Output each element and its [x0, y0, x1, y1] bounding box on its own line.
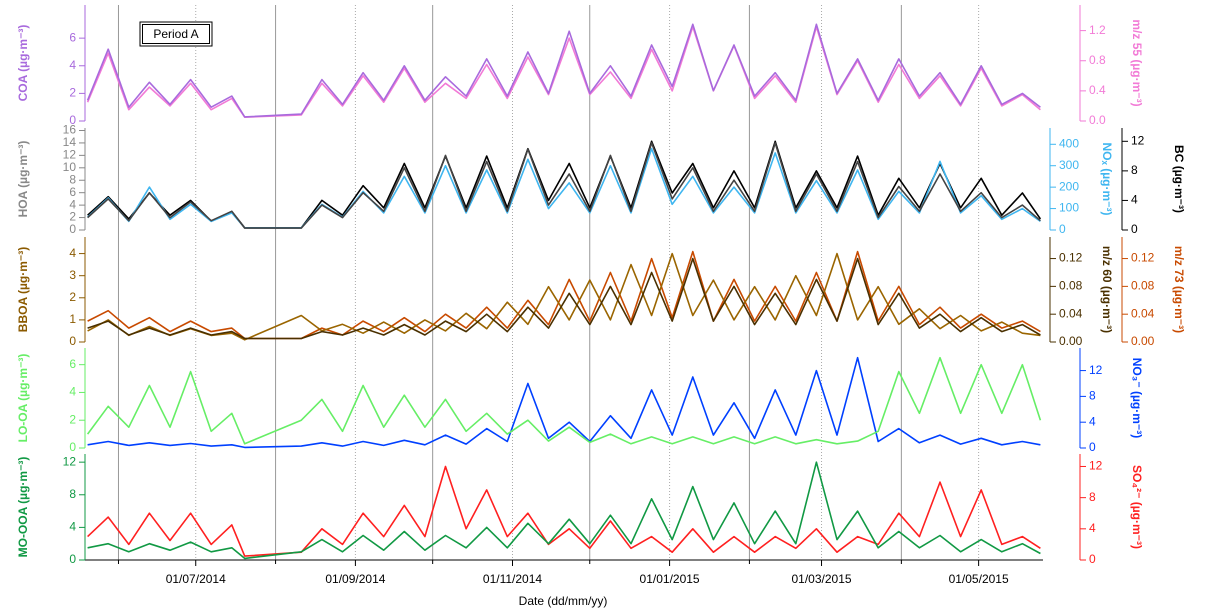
series-line [86, 23, 1041, 118]
y-tick-label: 2 [69, 86, 76, 100]
y-tick-label: 4 [69, 246, 76, 260]
y-axis-label: NOₓ (µg·m⁻³) [1100, 143, 1114, 216]
y-tick-label: 0.12 [1059, 251, 1083, 265]
y-tick-label: 0.4 [1089, 83, 1106, 97]
y-tick-label: 4 [1089, 414, 1096, 428]
series-line [87, 461, 1041, 560]
y-tick-label: 2 [69, 210, 76, 224]
y-tick-label: 0 [1131, 222, 1138, 236]
y-tick-label: 300 [1059, 158, 1079, 172]
y-tick-label: 0.00 [1059, 334, 1083, 348]
y-axis-label: HOA (µg·m⁻³) [16, 141, 30, 218]
y-tick-label: 100 [1059, 201, 1079, 215]
annotation: Period A [153, 27, 198, 41]
series-line [87, 465, 1041, 557]
series-line [86, 356, 1042, 445]
y-tick-label: 0.00 [1131, 334, 1155, 348]
y-tick-label: 1 [69, 312, 76, 326]
y-tick-label: 8 [1089, 490, 1096, 504]
y-tick-label: 6 [69, 30, 76, 44]
y-tick-label: 10 [63, 160, 77, 174]
y-tick-label: 0 [69, 334, 76, 348]
y-tick-label: 3 [69, 268, 76, 282]
y-tick-label: 4 [69, 197, 76, 211]
y-tick-label: 4 [69, 520, 76, 534]
annotation-box-inner [142, 24, 210, 44]
y-tick-label: 6 [69, 357, 76, 371]
y-tick-label: 4 [1131, 193, 1138, 207]
y-tick-label: 0.04 [1131, 306, 1155, 320]
y-tick-label: 4 [1089, 521, 1096, 535]
y-tick-label: 2 [69, 290, 76, 304]
x-tick-label: 01/01/2015 [640, 572, 700, 586]
x-tick-label: 01/03/2015 [791, 572, 851, 586]
y-axis-label: NO₃⁻ (µg·m⁻³) [1130, 358, 1144, 438]
y-axis-label: m/z 60 (µg·m⁻³) [1100, 246, 1114, 333]
x-tick-label: 01/09/2014 [325, 572, 385, 586]
x-axis-label: Date (dd/mm/yy) [519, 594, 608, 608]
y-tick-label: 0 [1089, 552, 1096, 566]
y-tick-label: 0 [1059, 222, 1066, 236]
series-line [86, 26, 1041, 118]
y-tick-label: 0 [69, 222, 76, 236]
y-tick-label: 8 [69, 487, 76, 501]
grid [117, 5, 980, 560]
y-tick-label: 0.8 [1089, 53, 1106, 67]
y-tick-label: 400 [1059, 136, 1079, 150]
y-tick-label: 12 [1131, 133, 1145, 147]
y-tick-label: 8 [1131, 163, 1138, 177]
y-tick-label: 0.08 [1131, 279, 1155, 293]
y-tick-label: 4 [69, 58, 76, 72]
y-tick-label: 200 [1059, 179, 1079, 193]
y-tick-label: 14 [63, 135, 77, 149]
y-tick-label: 1.2 [1089, 23, 1106, 37]
y-axis-label: COA (µg·m⁻³) [16, 25, 30, 102]
x-tick-label: 01/07/2014 [166, 572, 226, 586]
y-tick-label: 0 [69, 552, 76, 566]
y-tick-label: 12 [1089, 459, 1103, 473]
series-line [87, 356, 1041, 449]
y-axis-label: m/z 73 (µg·m⁻³) [1172, 246, 1186, 333]
series-line [87, 140, 1042, 229]
y-tick-label: 8 [1089, 389, 1096, 403]
y-tick-label: 0.04 [1059, 306, 1083, 320]
y-axis-label: SO₄²⁻ (µg·m⁻³) [1130, 465, 1144, 549]
y-tick-label: 0 [69, 440, 76, 454]
y-tick-label: 0 [69, 113, 76, 127]
x-tick-label: 01/05/2015 [949, 572, 1009, 586]
y-axis-label: m/z 55 (µg·m⁻³) [1130, 19, 1144, 106]
y-tick-label: 0.0 [1089, 113, 1106, 127]
y-tick-label: 0.12 [1131, 251, 1155, 265]
y-tick-label: 12 [63, 454, 77, 468]
y-tick-label: 0.08 [1059, 279, 1083, 293]
y-tick-label: 16 [63, 123, 77, 137]
y-tick-label: 0 [1089, 440, 1096, 454]
y-tick-label: 6 [69, 185, 76, 199]
series-line [87, 252, 1041, 341]
y-axis-label: MO-OOA (µg·m⁻³) [16, 457, 30, 558]
y-tick-label: 2 [69, 412, 76, 426]
y-tick-label: 4 [69, 385, 76, 399]
y-axis-label: BBOA (µg·m⁻³) [16, 247, 30, 332]
x-tick-label: 01/11/2014 [483, 572, 542, 586]
y-axis-label: LO-OA (µg·m⁻³) [16, 354, 30, 443]
y-tick-label: 8 [69, 172, 76, 186]
series-line [87, 257, 1041, 340]
y-tick-label: 12 [63, 148, 77, 162]
series-line [87, 142, 1041, 229]
annotation-box [139, 21, 213, 47]
y-tick-label: 12 [1089, 363, 1103, 377]
y-axis-label: BC (µg·m⁻³) [1172, 145, 1186, 213]
